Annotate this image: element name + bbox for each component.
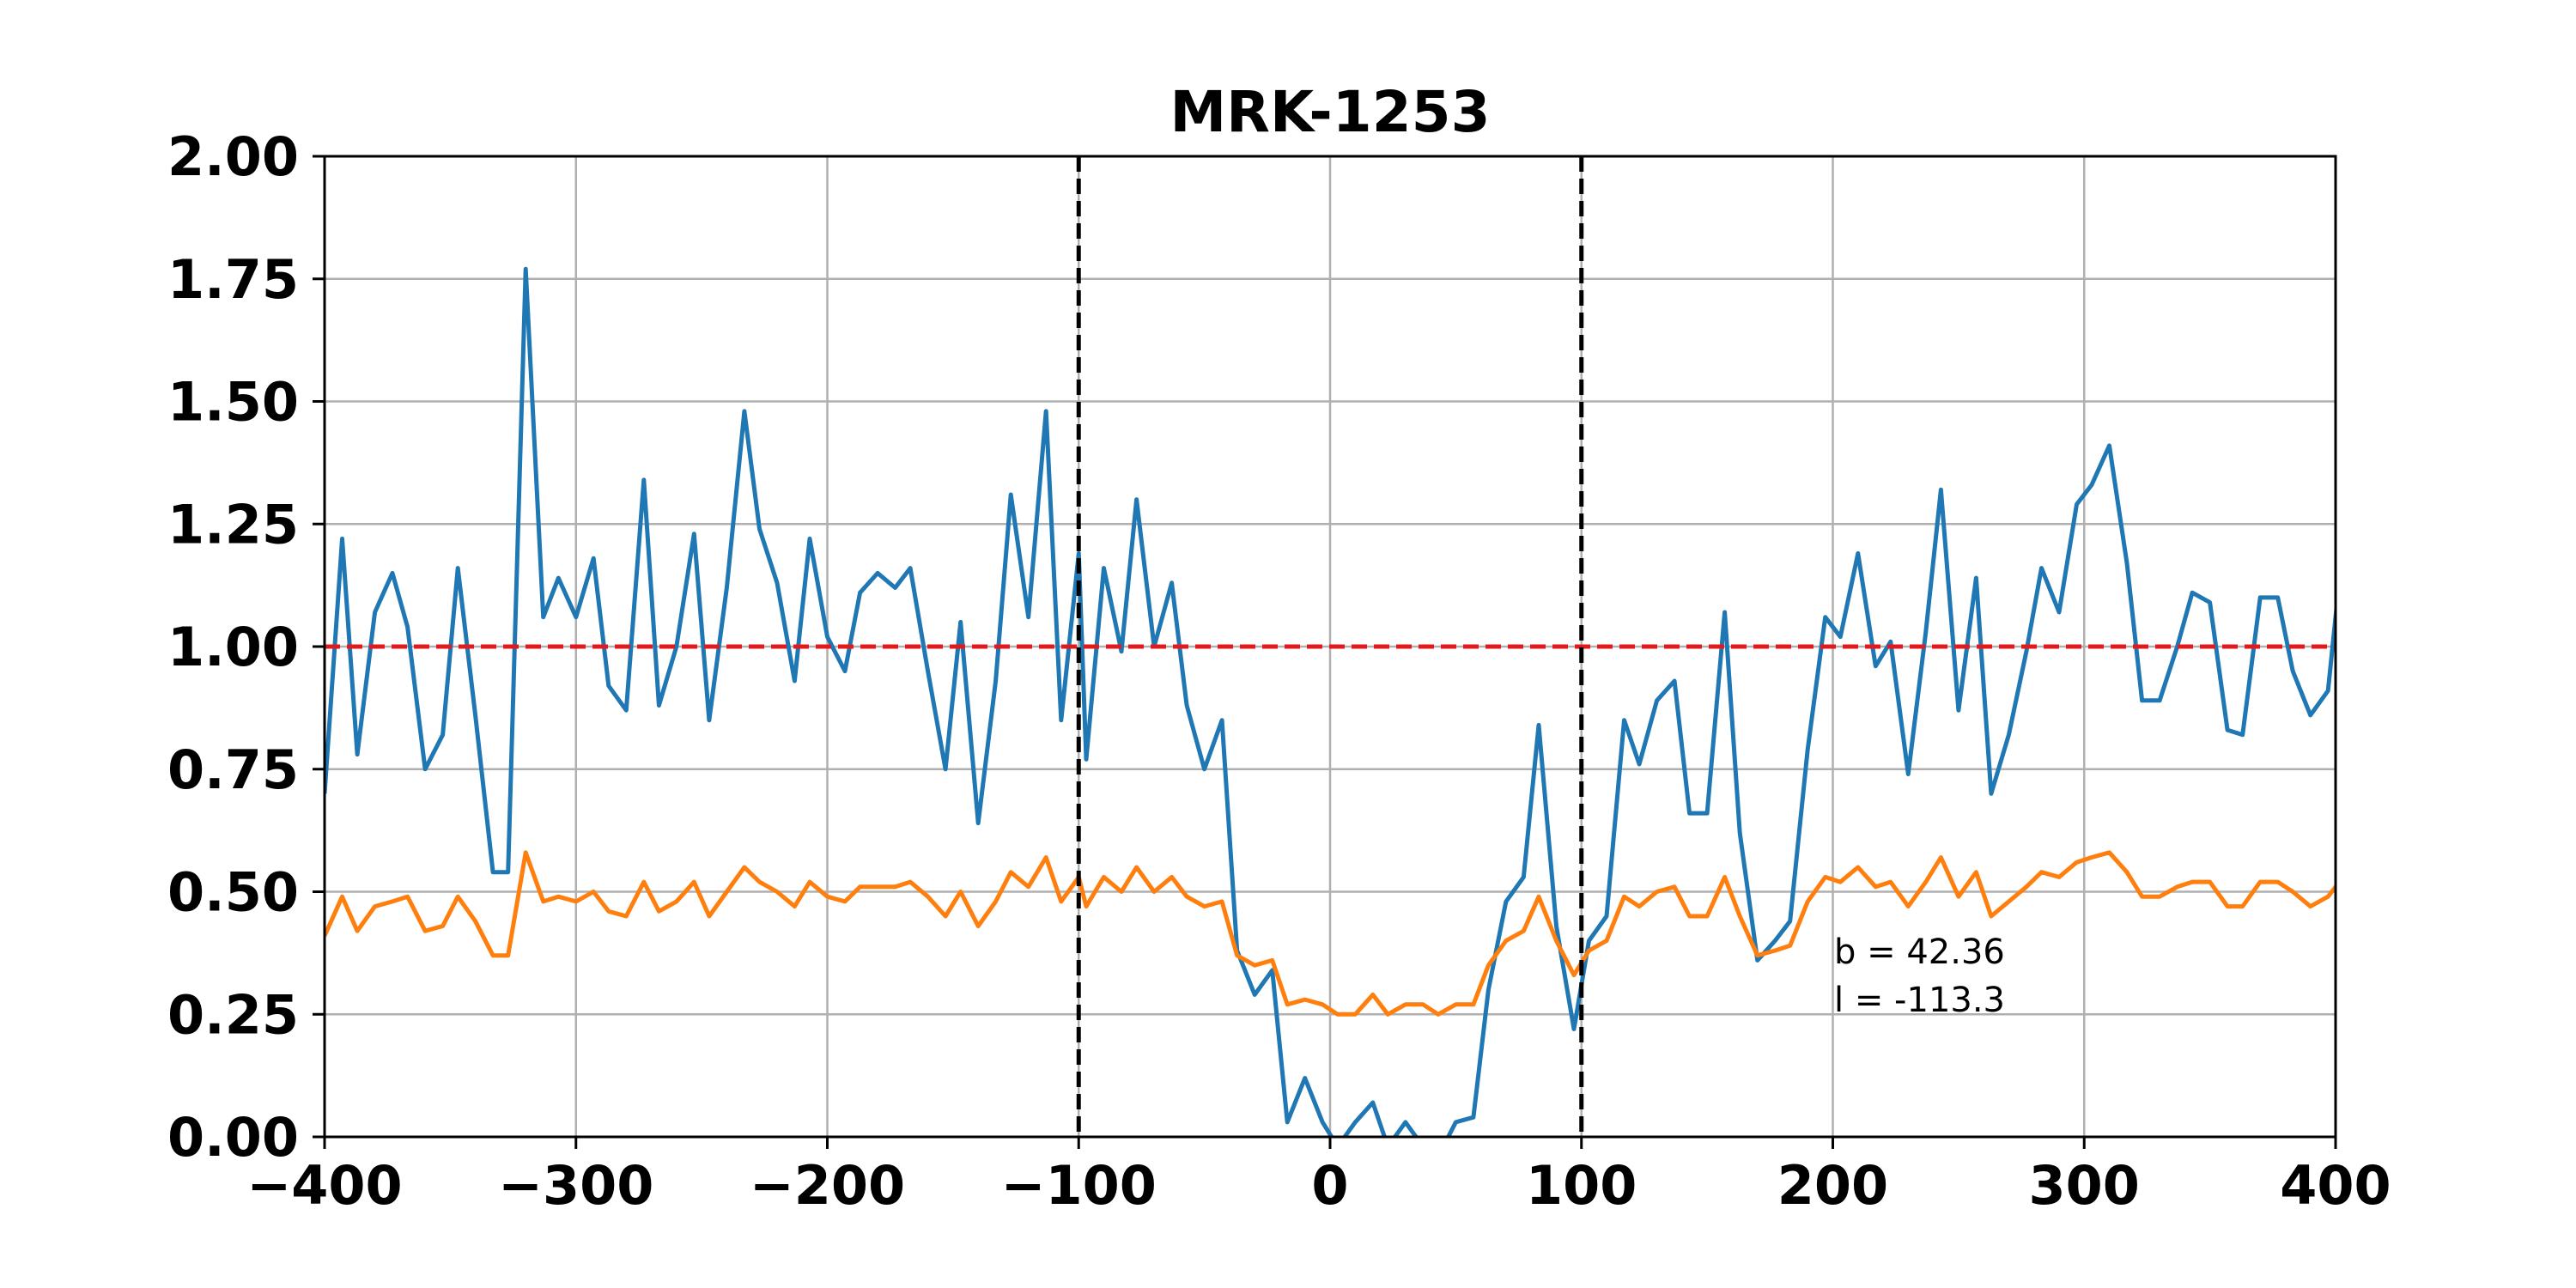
x-tick-label: 300 <box>2029 1154 2140 1217</box>
y-tick-label: 0.00 <box>167 1106 299 1169</box>
x-tick-label: −200 <box>750 1154 905 1217</box>
y-tick-label: 1.50 <box>167 371 299 434</box>
axis-ticks: −400 −300 −200 −100 0 100 200 300 400 0.00 0.25 0.5… <box>167 125 2391 1217</box>
x-tick-label: 0 <box>1311 1154 1348 1217</box>
x-tick-label: −400 <box>246 1154 402 1217</box>
y-tick-label: 0.25 <box>167 983 299 1046</box>
y-tick-label: 0.75 <box>167 738 299 801</box>
series-line-0 <box>325 266 2336 1137</box>
chart-title: MRK-1253 <box>1170 79 1491 145</box>
x-tick-label: 200 <box>1777 1154 1888 1217</box>
x-tick-label: −100 <box>1001 1154 1157 1217</box>
series-line-1 <box>325 850 2336 1017</box>
y-tick-label: 1.25 <box>167 493 299 556</box>
y-tick-label: 1.75 <box>167 248 299 311</box>
y-tick-label: 0.50 <box>167 861 299 924</box>
x-tick-label: 400 <box>2280 1154 2391 1217</box>
y-tick-label: 2.00 <box>167 125 299 188</box>
x-tick-label: −300 <box>498 1154 653 1217</box>
reference-lines <box>325 156 2336 1137</box>
x-tick-label: 100 <box>1526 1154 1637 1217</box>
annotation-b: b = 42.36 <box>1834 933 2005 972</box>
annotation-l: l = -113.3 <box>1834 981 2005 1020</box>
y-tick-label: 1.00 <box>167 616 299 678</box>
series-group <box>325 266 2336 1137</box>
